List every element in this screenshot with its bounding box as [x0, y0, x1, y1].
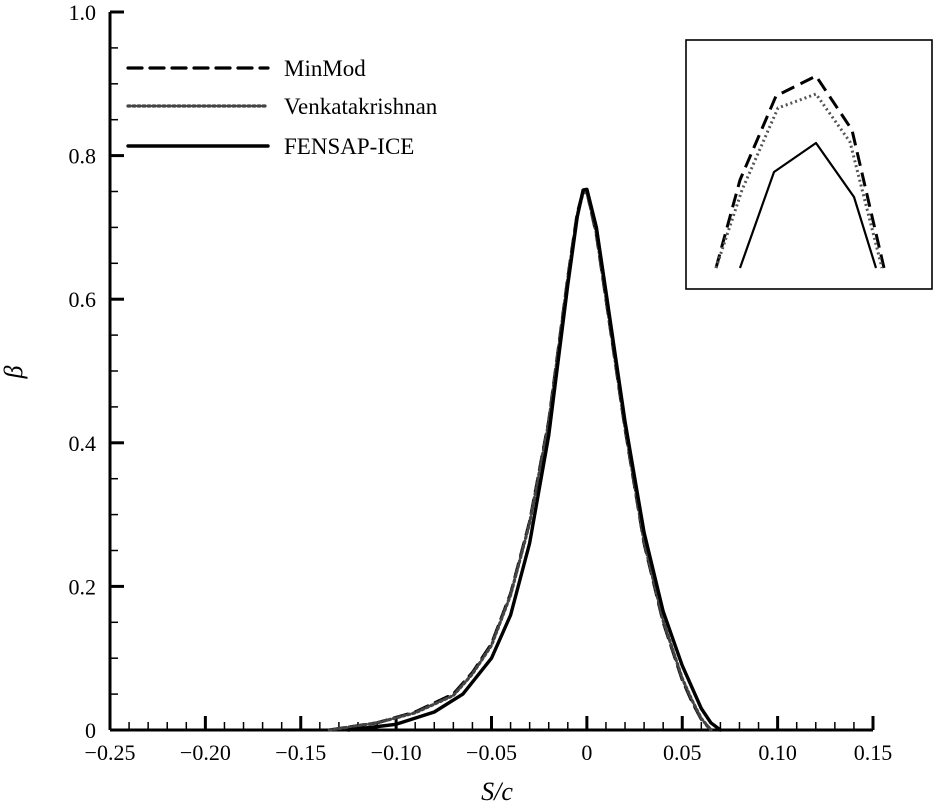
inset-fensap-ice-line — [738, 141, 878, 269]
x-tick-label: 0.05 — [663, 740, 702, 765]
x-tick-label: −0.05 — [466, 740, 517, 765]
zoom-inset — [685, 39, 933, 290]
series-line-venkatakrishnan — [327, 190, 713, 732]
inset-minmod-line — [714, 74, 886, 269]
x-tick-label: −0.20 — [180, 740, 231, 765]
y-tick-label: 0.2 — [69, 574, 97, 599]
inset-frame — [685, 39, 933, 290]
y-tick-label: 1.0 — [69, 0, 97, 25]
x-tick-labels: −0.25 −0.20 −0.15 −0.10 −0.05 0 0.05 0.10 0.15 — [85, 740, 893, 765]
legend-label-fensap-ice: FENSAP-ICE — [284, 134, 414, 159]
y-tick-label: 0.4 — [69, 431, 97, 456]
plot-area — [327, 187, 723, 732]
x-tick-label: −0.25 — [85, 740, 136, 765]
x-tick-label: 0 — [581, 740, 592, 765]
y-tick-label: 0.6 — [69, 287, 97, 312]
x-tick-label: −0.10 — [371, 740, 422, 765]
x-axis-title: S/c — [481, 777, 513, 806]
legend-label-minmod: MinMod — [284, 56, 366, 81]
y-tick-label: 0 — [85, 718, 96, 743]
legend-label-venkatakrishnan: Venkatakrishnan — [284, 94, 438, 119]
x-tick-label: −0.15 — [275, 740, 326, 765]
y-axis-title: β — [0, 365, 28, 379]
y-tick-label: 0.8 — [69, 144, 97, 169]
series-line-minmod — [327, 189, 713, 732]
x-tick-label: 0.15 — [854, 740, 893, 765]
y-tick-labels: 0 0.2 0.4 0.6 0.8 1.0 — [69, 0, 97, 743]
series-line-fensap-ice — [346, 187, 723, 732]
legend: MinMod Venkatakrishnan FENSAP-ICE — [126, 56, 438, 159]
x-tick-label: 0.10 — [758, 740, 797, 765]
